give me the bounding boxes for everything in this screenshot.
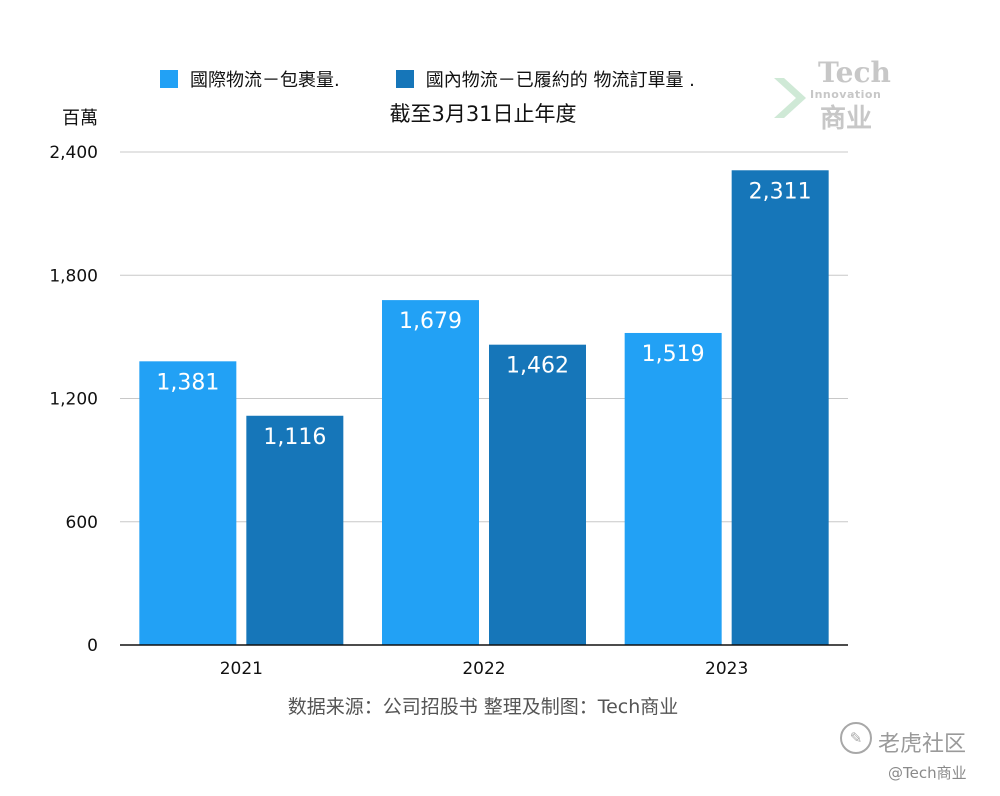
bar-international xyxy=(382,300,479,645)
bar-domestic xyxy=(489,344,586,645)
logo-text-innovation: Innovation xyxy=(810,88,882,101)
data-source-note: 数据来源：公司招股书 整理及制图：Tech商业 xyxy=(287,696,679,718)
bar-data-label: 1,679 xyxy=(399,309,462,334)
y-tick-label: 1,200 xyxy=(49,390,98,410)
bar-domestic xyxy=(731,170,829,645)
legend-label-international: 國際物流－包裹量. xyxy=(190,70,340,91)
legend-label-domestic: 國內物流－已履約的 物流訂單量 . xyxy=(425,70,695,91)
legend-item-domestic: 國內物流－已履約的 物流訂單量 . xyxy=(395,66,695,92)
bar-data-label: 1,462 xyxy=(506,354,569,379)
x-tick-label: 2021 xyxy=(220,659,263,679)
tech-logo: Tech Innovation 商业 xyxy=(770,56,900,136)
watermark-brand: 老虎社区 xyxy=(878,732,967,757)
tiger-community-logo-icon: ✎ xyxy=(840,722,872,754)
bar-international xyxy=(624,332,722,645)
bar-data-label: 1,381 xyxy=(156,370,219,395)
chart-legend: 國際物流－包裹量. 國內物流－已履約的 物流訂單量 . xyxy=(160,66,695,92)
bar-domestic xyxy=(246,415,344,645)
y-tick-label: 2,400 xyxy=(49,143,98,163)
legend-item-international: 國際物流－包裹量. xyxy=(160,66,340,92)
bar-data-label: 1,519 xyxy=(642,342,705,367)
y-tick-label: 0 xyxy=(87,636,98,656)
x-tick-label: 2022 xyxy=(462,659,505,679)
bar-data-label: 1,116 xyxy=(263,425,326,450)
logo-arrow-icon xyxy=(774,78,806,118)
watermark-handle: @Tech商业 xyxy=(888,764,967,782)
bar-data-label: 2,311 xyxy=(749,179,812,204)
legend-swatch-international xyxy=(160,70,178,88)
x-tick-label: 2023 xyxy=(705,659,748,679)
legend-swatch-domestic xyxy=(395,70,414,88)
logo-text-tech: Tech xyxy=(818,56,891,89)
y-axis-label: 百萬 xyxy=(62,108,98,129)
logo-text-business: 商业 xyxy=(820,104,873,134)
bar-international xyxy=(139,361,237,645)
chart-title: 截至3月31日止年度 xyxy=(389,102,577,126)
y-tick-label: 1,800 xyxy=(49,266,98,286)
y-tick-label: 600 xyxy=(66,513,98,533)
